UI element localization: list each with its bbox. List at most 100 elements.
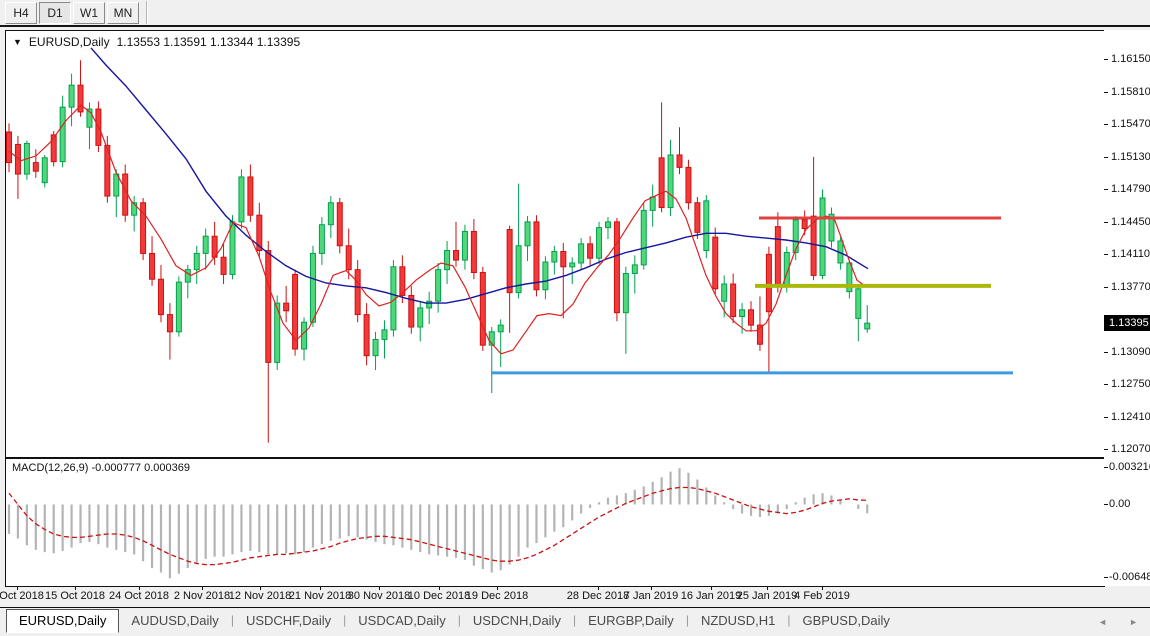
toolbar-separator: [146, 1, 148, 24]
candle: [309, 245, 316, 328]
macd-axis-label: -0.006485: [1104, 571, 1150, 583]
candle: [596, 221, 603, 264]
candle: [435, 262, 442, 313]
price-axis: 1.16150 1.15810 1.15470 1.15130 1.14790 1.144…: [1104, 30, 1150, 458]
candle: [542, 256, 549, 300]
candle: [748, 301, 755, 332]
candle: [855, 285, 862, 342]
candle: [631, 255, 638, 294]
price-axis-label: 1.12070: [1104, 443, 1150, 455]
date-axis-label: 12 Nov 2018: [228, 590, 292, 602]
candle: [864, 305, 871, 333]
tab-audusd-daily[interactable]: AUDUSD,Daily: [131, 613, 219, 628]
price-chart-pane[interactable]: ▼ EURUSD,Daily 1.13553 1.13591 1.13344 1…: [5, 30, 1105, 458]
tab-scroll-left-icon[interactable]: ◄: [1098, 617, 1108, 627]
candle: [77, 60, 84, 117]
candle: [479, 266, 486, 351]
macd-axis-label: 0.003216: [1104, 461, 1150, 473]
macd-signal-line: [8, 486, 868, 566]
symbol-dropdown-icon[interactable]: ▼: [13, 37, 22, 47]
tab-usdcnh-daily[interactable]: USDCNH,Daily: [472, 613, 561, 628]
candle: [685, 159, 692, 210]
tab-gbpusd-daily[interactable]: GBPUSD,Daily: [802, 613, 890, 628]
chart-symbol-label: EURUSD,Daily: [28, 35, 110, 49]
price-axis-label: 1.16150: [1104, 53, 1150, 65]
candle: [569, 257, 576, 285]
price-axis-label: 1.13770: [1104, 281, 1150, 293]
chart-ohlc-values: 1.13553 1.13591 1.13344 1.13395: [116, 35, 301, 49]
tab-usdchf-daily[interactable]: USDCHF,Daily: [245, 613, 332, 628]
date-tick-mark: [379, 586, 380, 590]
date-axis-label: 28 Dec 2018: [566, 590, 630, 602]
candle: [68, 73, 75, 127]
candle: [247, 164, 254, 222]
slow-ma-line: [90, 47, 869, 304]
candle: [292, 269, 299, 356]
date-axis-label: 10 Dec 2018: [407, 590, 471, 602]
macd-pane[interactable]: MACD(12,26,9) -0.000777 0.000369: [5, 458, 1105, 587]
tab-usdcad-daily[interactable]: USDCAD,Daily: [358, 613, 446, 628]
candle: [765, 246, 772, 372]
candle: [32, 149, 39, 178]
candle: [175, 276, 182, 337]
candlestick-chart[interactable]: [6, 31, 1104, 457]
date-axis-label: 25 Jan 2019: [736, 590, 798, 602]
candle: [6, 123, 12, 173]
date-tick-mark: [767, 586, 768, 590]
candle: [318, 217, 325, 265]
date-tick-mark: [497, 586, 498, 590]
candle: [846, 260, 853, 299]
candle: [381, 320, 388, 359]
date-tick-mark: [260, 586, 261, 590]
timeframe-w1-button[interactable]: W1: [73, 1, 105, 24]
candle: [551, 245, 558, 275]
date-tick-mark: [711, 586, 712, 590]
date-axis-label: 15 Oct 2018: [45, 590, 105, 602]
candle: [372, 331, 379, 371]
candle: [488, 327, 495, 393]
date-axis-label: 19 Dec 2018: [465, 590, 529, 602]
candle: [756, 296, 763, 351]
date-tick-mark: [651, 586, 652, 590]
timeframe-d1-button[interactable]: D1: [39, 1, 71, 24]
candle: [327, 196, 334, 239]
candle: [819, 189, 826, 280]
tab-separator: |: [457, 613, 461, 627]
price-axis-label: 1.12410: [1104, 411, 1150, 423]
date-axis-label: 16 Jan 2019: [680, 590, 742, 602]
candle: [59, 95, 66, 168]
candle: [461, 224, 468, 270]
tab-eurgbp-daily[interactable]: EURGBP,Daily: [588, 613, 674, 628]
candle: [640, 202, 647, 270]
timeframe-h4-button[interactable]: H4: [5, 1, 37, 24]
candle: [104, 135, 111, 203]
candle: [417, 301, 424, 342]
candle: [274, 295, 281, 371]
tab-scroll-right-icon[interactable]: ►: [1129, 617, 1138, 627]
macd-chart[interactable]: [6, 459, 1104, 586]
candle: [658, 102, 665, 213]
candle: [193, 245, 200, 285]
price-axis-label: 1.13090: [1104, 346, 1150, 358]
candle: [363, 303, 370, 366]
tab-separator: |: [787, 613, 791, 627]
tab-eurusd-daily[interactable]: EURUSD,Daily: [6, 609, 120, 633]
candle: [622, 266, 629, 354]
candle: [578, 238, 585, 270]
candle: [587, 236, 594, 265]
candle: [730, 273, 737, 324]
tab-nzdusd-h1[interactable]: NZDUSD,H1: [700, 613, 776, 628]
candle: [184, 264, 191, 299]
macd-axis: 0.003216 0.00 -0.006485: [1104, 458, 1150, 586]
chart-tab-bar: EURUSD,Daily AUDUSD,Daily | USDCHF,Daily | US…: [0, 607, 1150, 636]
tab-separator: |: [685, 613, 689, 627]
candle: [828, 207, 835, 248]
date-tick-mark: [822, 586, 823, 590]
candle: [515, 183, 522, 299]
candle: [453, 221, 459, 267]
candle: [399, 255, 406, 304]
price-axis-label: 1.12750: [1104, 378, 1150, 390]
date-axis-label: 7 Jan 2019: [623, 590, 679, 602]
candle: [86, 102, 93, 150]
timeframe-mn-button[interactable]: MN: [107, 1, 139, 24]
